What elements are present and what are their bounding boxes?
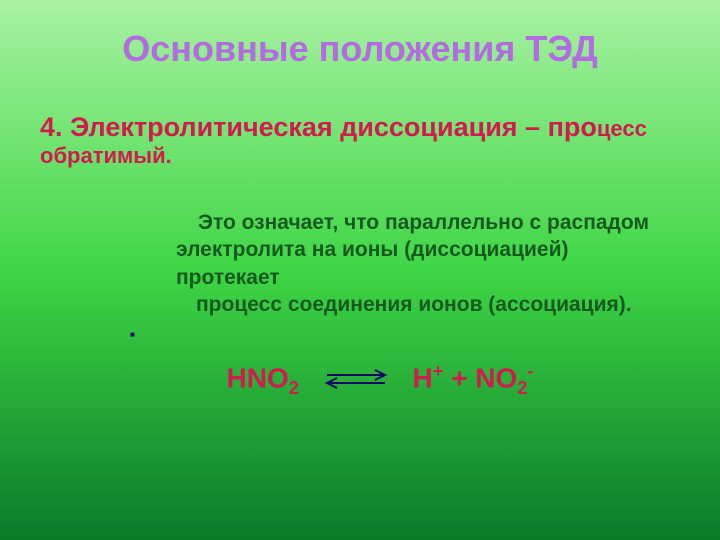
eq-lhs-base: HNO [227,363,289,394]
explanation-line-3: процесс соединения ионов (ассоциация). [88,291,660,318]
chemical-equation: HNO2 H+ + NO2- [0,361,720,399]
eq-lhs-sub: 2 [289,378,299,398]
eq-rhs2-sub: 2 [517,378,527,398]
explanation-block: Это означает, что параллельно с распадом… [0,209,720,318]
slide: Основные положения ТЭД 4. Электролитичес… [0,0,720,540]
eq-rhs1-base: H [412,363,432,394]
point-text-main: 4. Электролитическая диссоциация – [40,112,548,142]
point-text-pro: про [548,112,597,142]
eq-rhs2-base: NO [475,363,517,394]
explanation-line-2: электролита на ионы (диссоциацией) проте… [88,236,660,291]
equilibrium-arrow-icon [321,364,391,396]
eq-rhs1-sup: + [433,361,444,381]
eq-rhs2-sup: - [527,361,533,381]
equation-inner: HNO2 H+ + NO2- [227,361,534,399]
small-marker: ■ [0,330,720,339]
slide-title: Основные положения ТЭД [0,0,720,70]
bullet-point-4: 4. Электролитическая диссоциация – проце… [0,112,720,169]
eq-plus: + [443,363,475,394]
explanation-line-1: Это означает, что параллельно с распадом [88,209,660,236]
